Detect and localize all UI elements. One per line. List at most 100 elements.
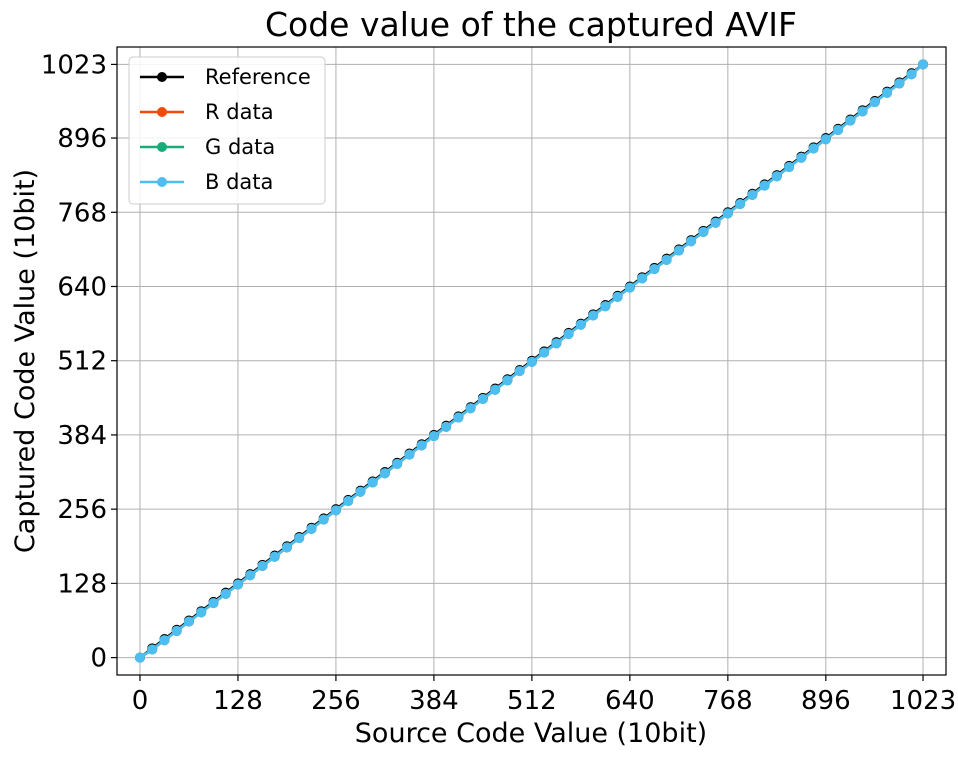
- data-point-b-data: [196, 607, 207, 618]
- data-point-b-data: [918, 59, 929, 70]
- y-axis: 0 128 256 384 512 640 768 896 1023: [41, 50, 117, 674]
- data-point-b-data: [490, 384, 501, 395]
- data-point-b-data: [208, 598, 219, 609]
- data-point-b-data: [906, 69, 917, 80]
- legend-item-r-data: R data: [140, 100, 274, 124]
- data-point-b-data: [330, 505, 341, 516]
- data-point-b-data: [661, 254, 672, 265]
- data-point-b-data: [514, 366, 525, 377]
- data-point-b-data: [588, 310, 599, 321]
- legend-swatch-marker: [157, 107, 167, 117]
- x-tick-label: 384: [409, 686, 459, 716]
- x-tick-label: 256: [311, 686, 361, 716]
- data-point-b-data: [894, 78, 905, 89]
- series-b-data: [134, 59, 929, 663]
- data-point-b-data: [882, 87, 893, 98]
- data-point-b-data: [722, 208, 733, 219]
- data-point-b-data: [784, 162, 795, 173]
- data-point-b-data: [318, 514, 329, 525]
- data-point-b-data: [294, 533, 305, 544]
- data-point-b-data: [845, 115, 856, 126]
- data-point-b-data: [526, 356, 537, 367]
- x-tick-label: 640: [605, 686, 655, 716]
- data-point-b-data: [735, 199, 746, 210]
- y-tick-label: 896: [57, 124, 107, 154]
- data-point-b-data: [673, 245, 684, 256]
- data-point-b-data: [796, 152, 807, 163]
- data-point-b-data: [649, 264, 660, 275]
- data-point-b-data: [171, 625, 182, 636]
- data-point-b-data: [600, 301, 611, 312]
- y-tick-label: 128: [57, 569, 107, 599]
- data-point-b-data: [428, 431, 439, 442]
- x-tick-label: 512: [507, 686, 557, 716]
- data-point-b-data: [147, 644, 158, 655]
- data-point-b-data: [808, 143, 819, 154]
- y-tick-label: 1023: [41, 50, 107, 80]
- data-point-b-data: [686, 236, 697, 247]
- y-axis-label: Captured Code Value (10bit): [10, 169, 41, 553]
- x-axis: 0 128 256 384 512 640 768 896 1023: [132, 675, 956, 716]
- data-point-b-data: [857, 106, 868, 117]
- data-point-b-data: [392, 458, 403, 469]
- y-tick-label: 256: [57, 495, 107, 525]
- data-point-b-data: [477, 393, 488, 404]
- y-tick-label: 640: [57, 272, 107, 302]
- data-point-b-data: [134, 652, 145, 663]
- legend-label: R data: [205, 100, 274, 124]
- data-point-b-data: [465, 403, 476, 414]
- data-point-b-data: [269, 551, 280, 562]
- data-point-b-data: [539, 347, 550, 358]
- data-point-b-data: [220, 588, 231, 599]
- y-tick-label: 0: [90, 644, 107, 674]
- data-point-b-data: [453, 412, 464, 423]
- data-point-b-data: [343, 496, 354, 507]
- legend-label: G data: [205, 135, 275, 159]
- x-tick-label: 896: [801, 686, 851, 716]
- x-tick-label: 0: [132, 686, 149, 716]
- data-point-b-data: [563, 329, 574, 340]
- legend-swatch-marker: [157, 177, 167, 187]
- data-point-b-data: [281, 542, 292, 553]
- data-point-b-data: [379, 468, 390, 479]
- data-point-b-data: [624, 282, 635, 293]
- data-point-b-data: [820, 134, 831, 145]
- data-point-b-data: [771, 171, 782, 182]
- data-point-b-data: [416, 440, 427, 451]
- data-point-b-data: [355, 486, 366, 497]
- x-tick-label: 128: [213, 686, 263, 716]
- data-point-b-data: [404, 449, 415, 460]
- legend-item-reference: Reference: [140, 65, 311, 89]
- data-point-b-data: [575, 319, 586, 330]
- data-point-b-data: [637, 273, 648, 284]
- data-point-b-data: [232, 579, 243, 590]
- legend-box: [128, 56, 326, 205]
- legend-item-b-data: B data: [140, 170, 273, 194]
- data-point-b-data: [502, 375, 513, 386]
- legend-swatch-marker: [157, 72, 167, 82]
- data-point-b-data: [306, 523, 317, 534]
- data-point-b-data: [869, 97, 880, 108]
- data-point-b-data: [257, 560, 268, 571]
- data-point-b-data: [245, 570, 256, 581]
- legend-swatch-marker: [157, 142, 167, 152]
- data-point-b-data: [367, 477, 378, 488]
- data-point-b-data: [759, 180, 770, 191]
- chart-title: Code value of the captured AVIF: [265, 5, 797, 44]
- y-tick-label: 512: [57, 347, 107, 377]
- legend-item-g-data: G data: [140, 135, 275, 159]
- data-point-b-data: [833, 124, 844, 135]
- x-axis-label: Source Code Value (10bit): [355, 718, 707, 749]
- legend-label: B data: [205, 170, 273, 194]
- data-point-b-data: [710, 217, 721, 228]
- series-layer: [134, 59, 929, 663]
- data-point-b-data: [612, 291, 623, 302]
- data-point-b-data: [183, 616, 194, 627]
- x-tick-label: 1023: [890, 686, 956, 716]
- legend: Reference R data G data B data: [128, 56, 326, 205]
- data-point-b-data: [441, 421, 452, 432]
- data-point-b-data: [747, 189, 758, 200]
- legend-label: Reference: [205, 65, 311, 89]
- x-tick-label: 768: [703, 686, 753, 716]
